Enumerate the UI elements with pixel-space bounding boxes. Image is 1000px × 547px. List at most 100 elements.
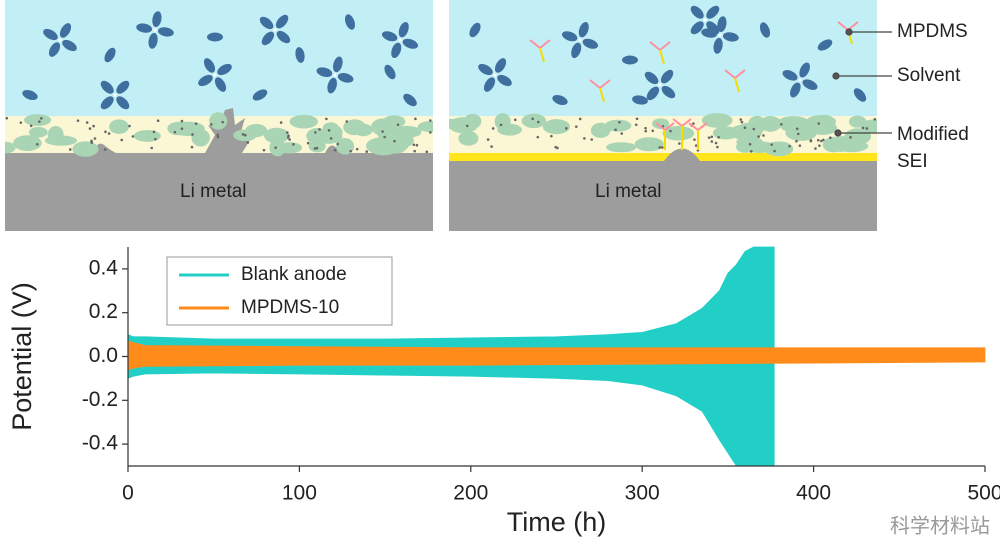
dot	[661, 146, 664, 149]
solvent	[817, 39, 833, 51]
solvent-petal	[497, 74, 512, 87]
dot	[210, 123, 213, 126]
dot	[536, 135, 540, 139]
solvent-petal	[276, 30, 291, 44]
solvent-petal	[148, 32, 158, 49]
dot	[279, 121, 283, 124]
signal-band	[127, 340, 986, 357]
mpdms-arm	[539, 47, 545, 63]
dot	[216, 133, 220, 137]
dot	[740, 120, 744, 124]
sei-grain	[494, 113, 511, 130]
sei-grain	[604, 119, 632, 132]
solvent-petal	[646, 86, 660, 101]
mpdms-arm	[649, 41, 661, 51]
dot	[644, 129, 648, 133]
sei-grain	[245, 123, 268, 138]
sei-grain	[701, 113, 733, 128]
sei-grain	[109, 119, 129, 134]
mpdms-arm	[697, 122, 708, 131]
dot	[583, 137, 586, 140]
dot	[817, 122, 821, 125]
dot	[246, 141, 250, 144]
dot	[383, 135, 386, 139]
dot	[35, 142, 39, 146]
dot	[651, 129, 655, 133]
sei-grain	[322, 124, 343, 141]
dot	[292, 143, 295, 146]
solvent-petal	[799, 62, 810, 78]
dot	[191, 133, 194, 136]
dot	[412, 143, 416, 147]
dot	[288, 138, 291, 141]
watermark: 科学材料站	[890, 514, 990, 537]
dot	[190, 145, 194, 149]
solvent	[252, 89, 268, 101]
dot	[333, 148, 337, 152]
solvent-petal	[59, 23, 72, 38]
dot	[780, 123, 783, 126]
dot	[92, 124, 95, 128]
dot	[531, 117, 534, 121]
solvent-petal	[701, 28, 718, 38]
panel-modified	[449, 0, 877, 231]
dot	[849, 136, 852, 139]
solvent	[759, 22, 771, 38]
dot	[180, 119, 184, 123]
dot	[739, 118, 743, 121]
sei-grain	[308, 140, 326, 153]
dot	[537, 120, 540, 124]
x-axis-label: Time (h)	[507, 507, 607, 537]
dot	[349, 149, 352, 153]
solvent-petal	[214, 77, 227, 92]
dot	[329, 137, 333, 140]
dot	[718, 33, 722, 37]
dot	[820, 139, 823, 143]
solvent-petal	[333, 56, 343, 73]
sei-grain	[662, 126, 695, 141]
dot	[355, 147, 359, 151]
solvent-petal	[152, 11, 162, 28]
y-tick-label: -0.2	[82, 388, 118, 411]
dot	[314, 131, 317, 134]
y-axis-label: Potential (V)	[7, 282, 37, 431]
dot	[590, 138, 594, 141]
y-tick-label: 0.0	[89, 344, 118, 367]
panel-blank	[5, 0, 433, 231]
dot	[694, 144, 698, 147]
dot	[173, 130, 177, 134]
solvent	[104, 47, 116, 63]
solvent-petal	[690, 21, 704, 35]
dot	[770, 143, 773, 146]
dot	[396, 123, 400, 127]
dot	[499, 123, 503, 127]
solvent-petal	[259, 16, 274, 30]
dot	[221, 120, 225, 124]
solvent-petal	[722, 32, 739, 42]
dot	[644, 126, 647, 130]
dot	[818, 144, 821, 147]
panel-label: Li metal	[180, 181, 247, 202]
solvent-petal	[582, 38, 599, 49]
solvent-petal	[275, 14, 289, 29]
solvent-petal	[802, 79, 818, 90]
dot	[717, 135, 720, 139]
solvent-petal	[116, 96, 130, 110]
dot	[76, 119, 80, 122]
sei-grain	[634, 137, 664, 152]
solvent-petal	[261, 31, 275, 46]
mpdms-arm	[529, 39, 541, 49]
solvent-petal	[561, 31, 578, 42]
dot	[313, 147, 317, 150]
dot	[620, 132, 624, 135]
solvent-petal	[483, 77, 496, 92]
dot	[703, 18, 707, 22]
sei-grain	[542, 119, 570, 135]
sei-grain	[590, 122, 611, 138]
dot	[213, 73, 217, 77]
dot	[286, 136, 290, 139]
solvent	[622, 55, 638, 65]
x-tick-label: 400	[796, 482, 831, 505]
dot	[490, 145, 493, 148]
